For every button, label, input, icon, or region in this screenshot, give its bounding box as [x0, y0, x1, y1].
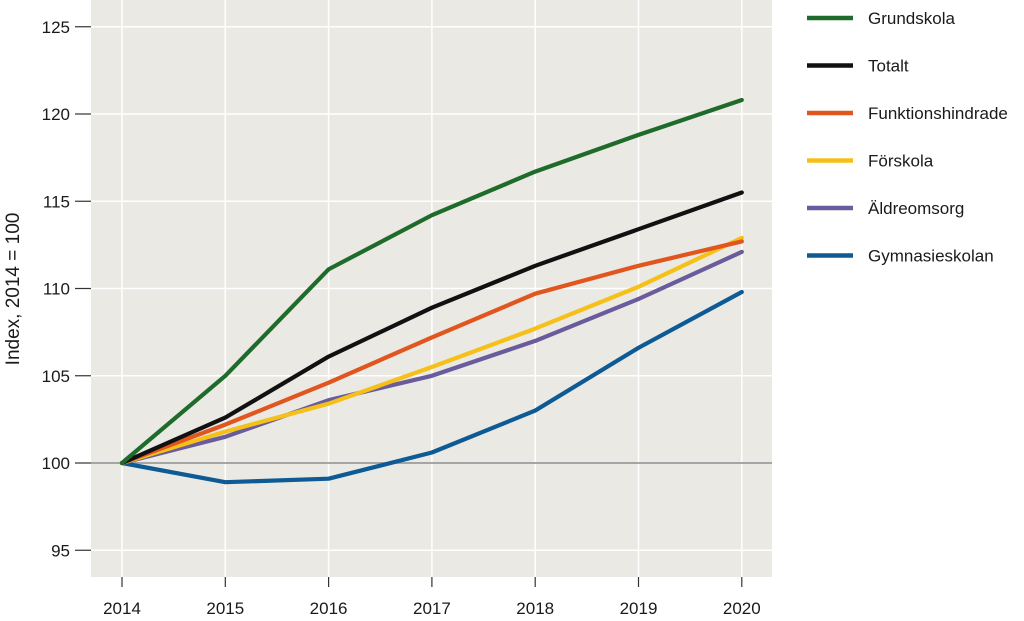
legend: Grundskola Totalt Funktionshindrade Förskol…	[807, 9, 1008, 266]
series-line-funktionshindrade	[119, 239, 744, 466]
x-tick-label: 2020	[723, 599, 761, 618]
x-tick-label: 2019	[620, 599, 658, 618]
series-line-f-rskola	[119, 235, 744, 466]
y-tick-label: 120	[42, 105, 70, 124]
series-line-grundskola	[119, 97, 744, 466]
x-tick-label: 2018	[516, 599, 554, 618]
y-axis: 95 100 105 110 115 120 125	[42, 18, 91, 560]
legend-label-funktionshindrade: Funktionshindrade	[868, 104, 1008, 123]
legend-label-grundskola: Grundskola	[868, 9, 955, 28]
y-tick-label: 100	[42, 454, 70, 473]
y-tick-label: 105	[42, 367, 70, 386]
x-tick-label: 2016	[310, 599, 348, 618]
legend-label-totalt: Totalt	[868, 57, 909, 76]
y-tick-label: 115	[43, 192, 70, 211]
series-lines	[119, 97, 744, 485]
y-tick-label: 110	[43, 280, 70, 299]
legend-label-gymnasieskolan: Gymnasieskolan	[868, 247, 994, 266]
x-tick-label: 2015	[206, 599, 244, 618]
x-tick-label: 2014	[103, 599, 141, 618]
legend-label--ldreomsorg: Äldreomsorg	[868, 199, 964, 218]
y-axis-title: Index, 2014 = 100	[3, 213, 24, 366]
series-line-totalt	[119, 190, 744, 466]
series-line--ldreomsorg	[119, 249, 744, 466]
x-axis: 2014 2015 2016 2017 2018 2019 2020	[103, 577, 761, 618]
y-tick-label: 95	[51, 541, 70, 560]
x-tick-label: 2017	[413, 599, 451, 618]
legend-label-f-rskola: Förskola	[868, 152, 934, 171]
y-tick-label: 125	[42, 18, 70, 37]
series-line-gymnasieskolan	[119, 289, 744, 485]
